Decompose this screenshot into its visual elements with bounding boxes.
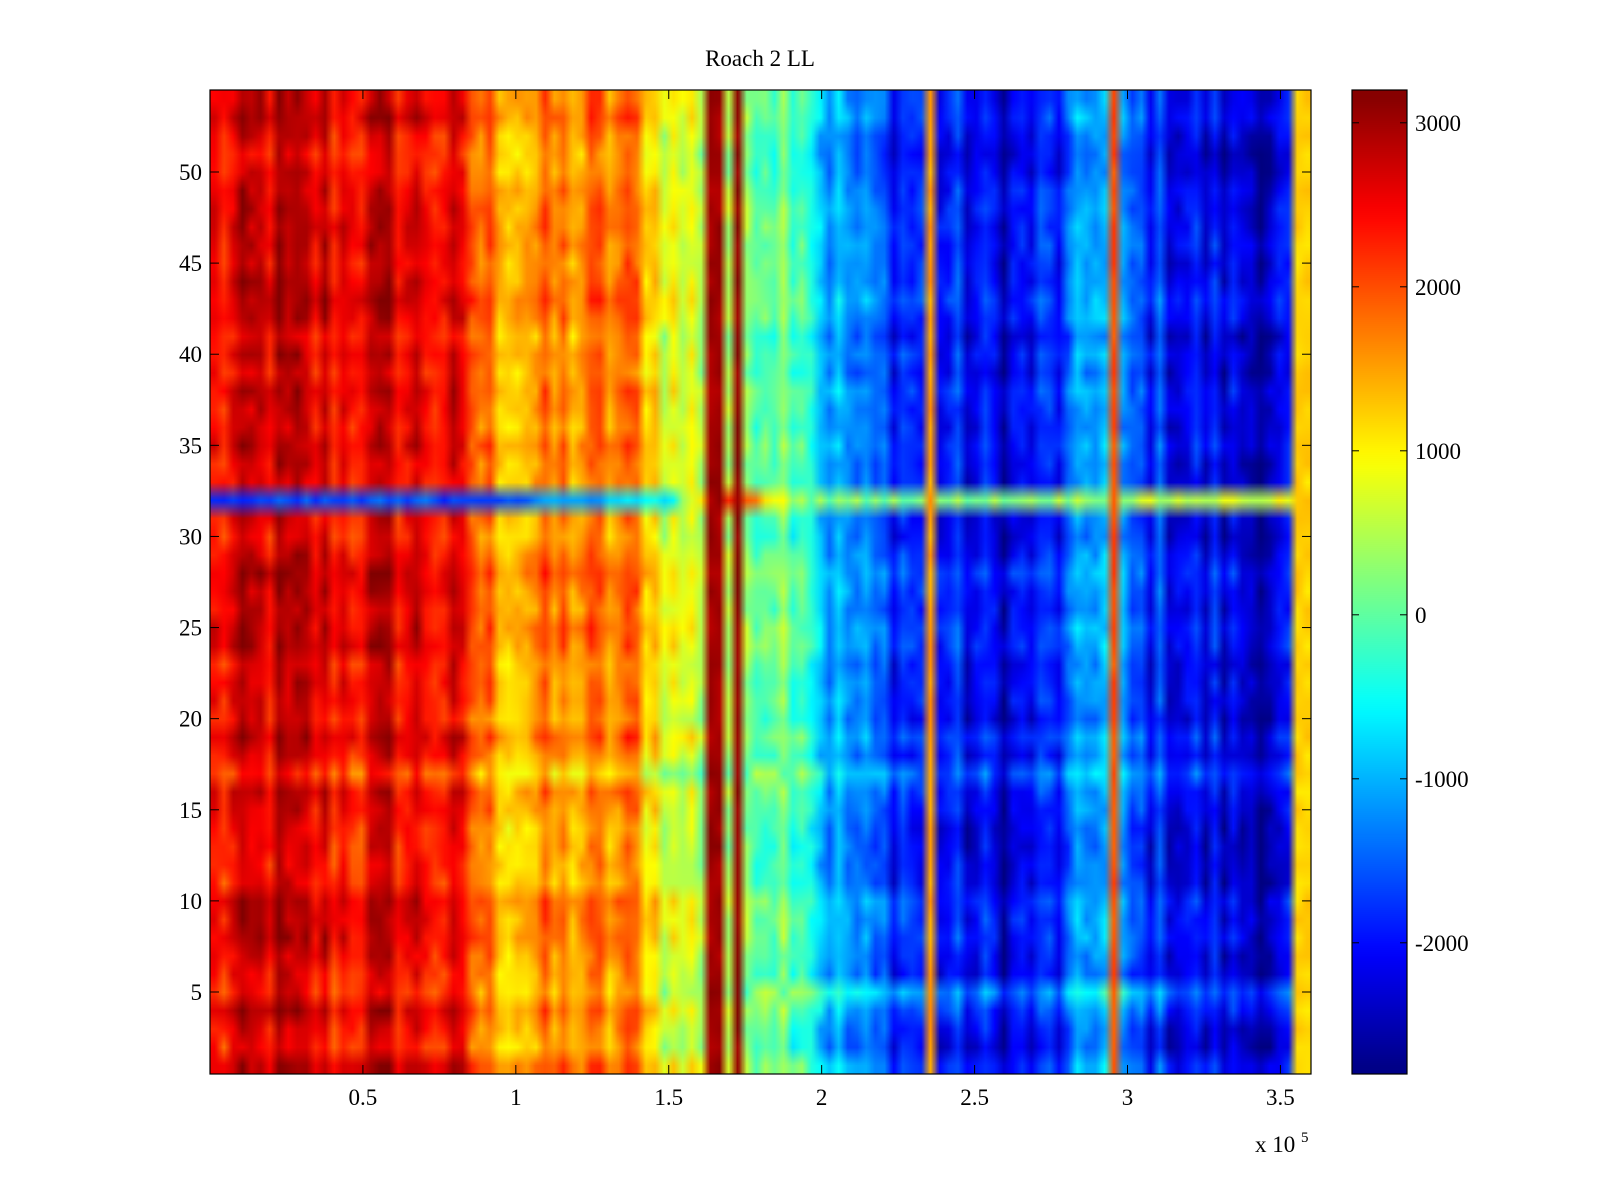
colorbar-gradient [1352, 90, 1407, 1074]
y-axis: 5 10 15 20 25 30 35 40 45 50 [179, 160, 1311, 1005]
colorbar-tick-label: 3000 [1415, 111, 1461, 136]
y-tick-label: 15 [179, 798, 202, 823]
y-tick-label: 45 [179, 251, 202, 276]
colorbar: 3000 2000 1000 0 -1000 -2000 [1351, 89, 1469, 1075]
x-axis-multiplier: x 10 5 [1255, 1130, 1309, 1157]
y-tick-label: 25 [179, 616, 202, 641]
colorbar-tick-label: 2000 [1415, 275, 1461, 300]
colorbar-tick-label: -2000 [1415, 931, 1469, 956]
colorbar-ticks: 3000 2000 1000 0 -1000 -2000 [1352, 111, 1469, 956]
x-tick-label: 2.5 [960, 1085, 989, 1110]
x-tick-label: 0.5 [349, 1085, 378, 1110]
heatmap-image [210, 90, 1311, 1074]
x-tick-label: 1.5 [654, 1085, 683, 1110]
plot-frame [209, 89, 1312, 1075]
colorbar-tick-label: 1000 [1415, 439, 1461, 464]
y-tick-label: 40 [179, 342, 202, 367]
y-tick-label: 10 [179, 889, 202, 914]
colorbar-tick-label: -1000 [1415, 767, 1469, 792]
x-axis-multiplier-base: x 10 [1255, 1132, 1295, 1157]
y-tick-label: 35 [179, 433, 202, 458]
x-tick-label: 1 [510, 1085, 522, 1110]
y-tick-label: 20 [179, 707, 202, 732]
x-axis: 0.5 1 1.5 2 2.5 3 3.5 [349, 90, 1295, 1110]
x-tick-label: 3 [1122, 1085, 1134, 1110]
heatmap-plot-area [209, 89, 1312, 1075]
colorbar-frame [1351, 89, 1408, 1075]
y-tick-label: 30 [179, 524, 202, 549]
y-tick-label: 5 [191, 980, 203, 1005]
x-tick-label: 3.5 [1266, 1085, 1295, 1110]
y-tick-label: 50 [179, 160, 202, 185]
colorbar-tick-label: 0 [1415, 603, 1427, 628]
x-axis-multiplier-exponent: 5 [1301, 1130, 1309, 1146]
chart-title: Roach 2 LL [705, 46, 815, 71]
x-tick-label: 2 [816, 1085, 828, 1110]
